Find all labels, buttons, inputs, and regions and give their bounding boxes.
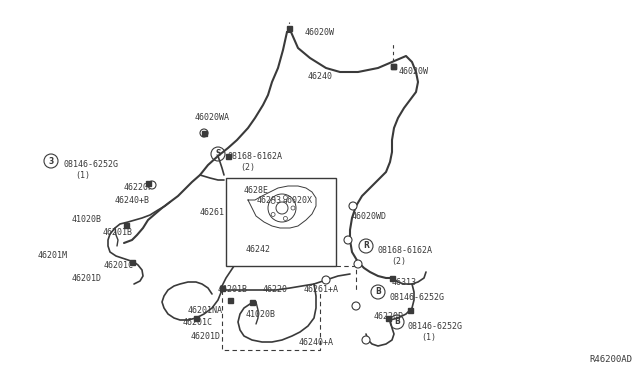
Bar (226, 154, 231, 159)
Text: R: R (363, 241, 369, 250)
Circle shape (362, 336, 370, 344)
Text: 46240+A: 46240+A (299, 338, 334, 347)
Circle shape (148, 181, 156, 189)
Circle shape (291, 206, 295, 210)
Text: (1): (1) (75, 171, 90, 180)
Circle shape (354, 260, 362, 268)
Text: 3: 3 (49, 157, 54, 166)
Text: (2): (2) (391, 257, 406, 266)
Circle shape (284, 217, 287, 221)
Text: 46201D: 46201D (72, 274, 102, 283)
Bar (194, 316, 199, 321)
Text: 41020B: 41020B (246, 310, 276, 319)
Text: 46220: 46220 (263, 285, 288, 294)
Text: 46201M: 46201M (38, 251, 68, 260)
Bar (391, 64, 396, 69)
Circle shape (271, 212, 275, 217)
Bar (124, 223, 129, 228)
Text: B: B (375, 288, 381, 296)
Text: S: S (215, 150, 221, 158)
Bar (408, 308, 413, 313)
Text: 46261+A: 46261+A (304, 285, 339, 294)
Text: 08146-6252G: 08146-6252G (408, 322, 463, 331)
Text: 46201NA: 46201NA (188, 306, 223, 315)
Bar (220, 286, 225, 291)
Text: 46201B: 46201B (218, 285, 248, 294)
Text: 46261: 46261 (200, 208, 225, 217)
Text: 46020WA: 46020WA (195, 113, 230, 122)
Text: 08168-6162A: 08168-6162A (227, 152, 282, 161)
Text: (1): (1) (421, 333, 436, 342)
Text: 46201B: 46201B (103, 228, 133, 237)
Text: 46242: 46242 (246, 245, 271, 254)
Bar (228, 298, 233, 303)
Bar (146, 181, 151, 186)
Circle shape (352, 302, 360, 310)
Bar (390, 276, 395, 281)
Text: 46220P: 46220P (374, 312, 404, 321)
Text: 46220P: 46220P (124, 183, 154, 192)
Text: 46201C: 46201C (104, 261, 134, 270)
Text: 46020W: 46020W (305, 28, 335, 37)
Text: 46020W: 46020W (399, 67, 429, 76)
Bar (202, 131, 207, 136)
Text: 46020WD: 46020WD (352, 212, 387, 221)
Text: 46201C: 46201C (183, 318, 213, 327)
Circle shape (322, 276, 330, 284)
Text: 08168-6162A: 08168-6162A (378, 246, 433, 255)
Circle shape (344, 236, 352, 244)
Bar (386, 316, 391, 321)
Text: 46293: 46293 (257, 196, 282, 205)
Text: 46313: 46313 (392, 278, 417, 287)
Text: 4628E: 4628E (244, 186, 269, 195)
Bar (391, 64, 396, 69)
Text: 08146-6252G: 08146-6252G (390, 293, 445, 302)
Text: 08146-6252G: 08146-6252G (63, 160, 118, 169)
Bar (287, 26, 292, 31)
Bar (250, 300, 255, 305)
Bar (226, 178, 336, 266)
Text: 46020X: 46020X (283, 196, 313, 205)
Text: R46200AD: R46200AD (589, 355, 632, 364)
Text: (2): (2) (240, 163, 255, 172)
Text: 46201D: 46201D (191, 332, 221, 341)
Text: 41020B: 41020B (72, 215, 102, 224)
Circle shape (284, 196, 287, 199)
Circle shape (271, 199, 275, 203)
Text: 46240: 46240 (308, 72, 333, 81)
Circle shape (200, 129, 208, 137)
Bar (130, 260, 135, 265)
Text: B: B (394, 317, 400, 327)
Circle shape (349, 202, 357, 210)
Text: 46240+B: 46240+B (115, 196, 150, 205)
